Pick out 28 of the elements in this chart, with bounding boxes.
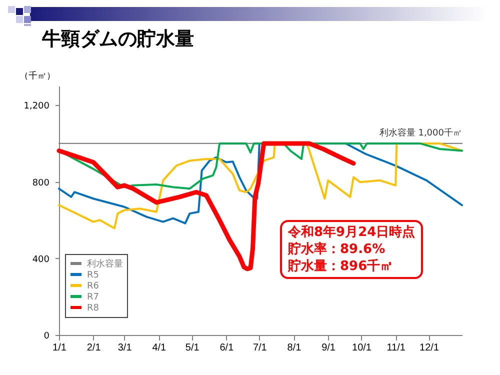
legend-label: 利水容量 (87, 258, 123, 270)
x-tick-label: 5/1 (185, 342, 200, 354)
x-tick-label: 12/1 (420, 342, 440, 354)
annotation: 貯水量：896千㎥ (288, 258, 394, 275)
y-tick-label: 800 (32, 178, 50, 188)
legend-label: R5 (87, 270, 99, 280)
x-tick-label: 4/1 (152, 342, 167, 354)
y-tick-label: 0 (44, 332, 50, 342)
chart-title: 牛頸ダムの貯水量 (42, 27, 194, 52)
x-tick-label: 8/1 (287, 342, 302, 354)
x-tick-label: 7/1 (252, 342, 268, 354)
x-tick-label: 6/1 (220, 342, 234, 354)
y-tick-label: 1,200 (24, 102, 50, 112)
legend-label: R8 (87, 304, 100, 314)
callout-box: 令和8年9月24日時点 貯水率：89.6% 貯水量：896千㎥ (280, 220, 424, 279)
y-axis-title: （千㎥） (20, 70, 56, 82)
annotation: 貯水率：89.6% (288, 241, 386, 258)
legend-label: R6 (87, 282, 100, 292)
annotation: 利水容量 1,000千㎥ (379, 127, 462, 138)
x-tick-label: 2/1 (86, 342, 102, 354)
y-tick-label: 400 (32, 254, 50, 265)
legend-label: R7 (87, 292, 99, 302)
x-tick-label: 1/1 (52, 342, 67, 354)
x-tick-label: 3/1 (118, 342, 132, 354)
annotation: 令和8年9月24日時点 (288, 224, 416, 241)
x-tick-label: 10/1 (352, 342, 372, 354)
x-tick-label: 9/1 (322, 342, 336, 354)
x-tick-label: 11/1 (386, 342, 406, 354)
